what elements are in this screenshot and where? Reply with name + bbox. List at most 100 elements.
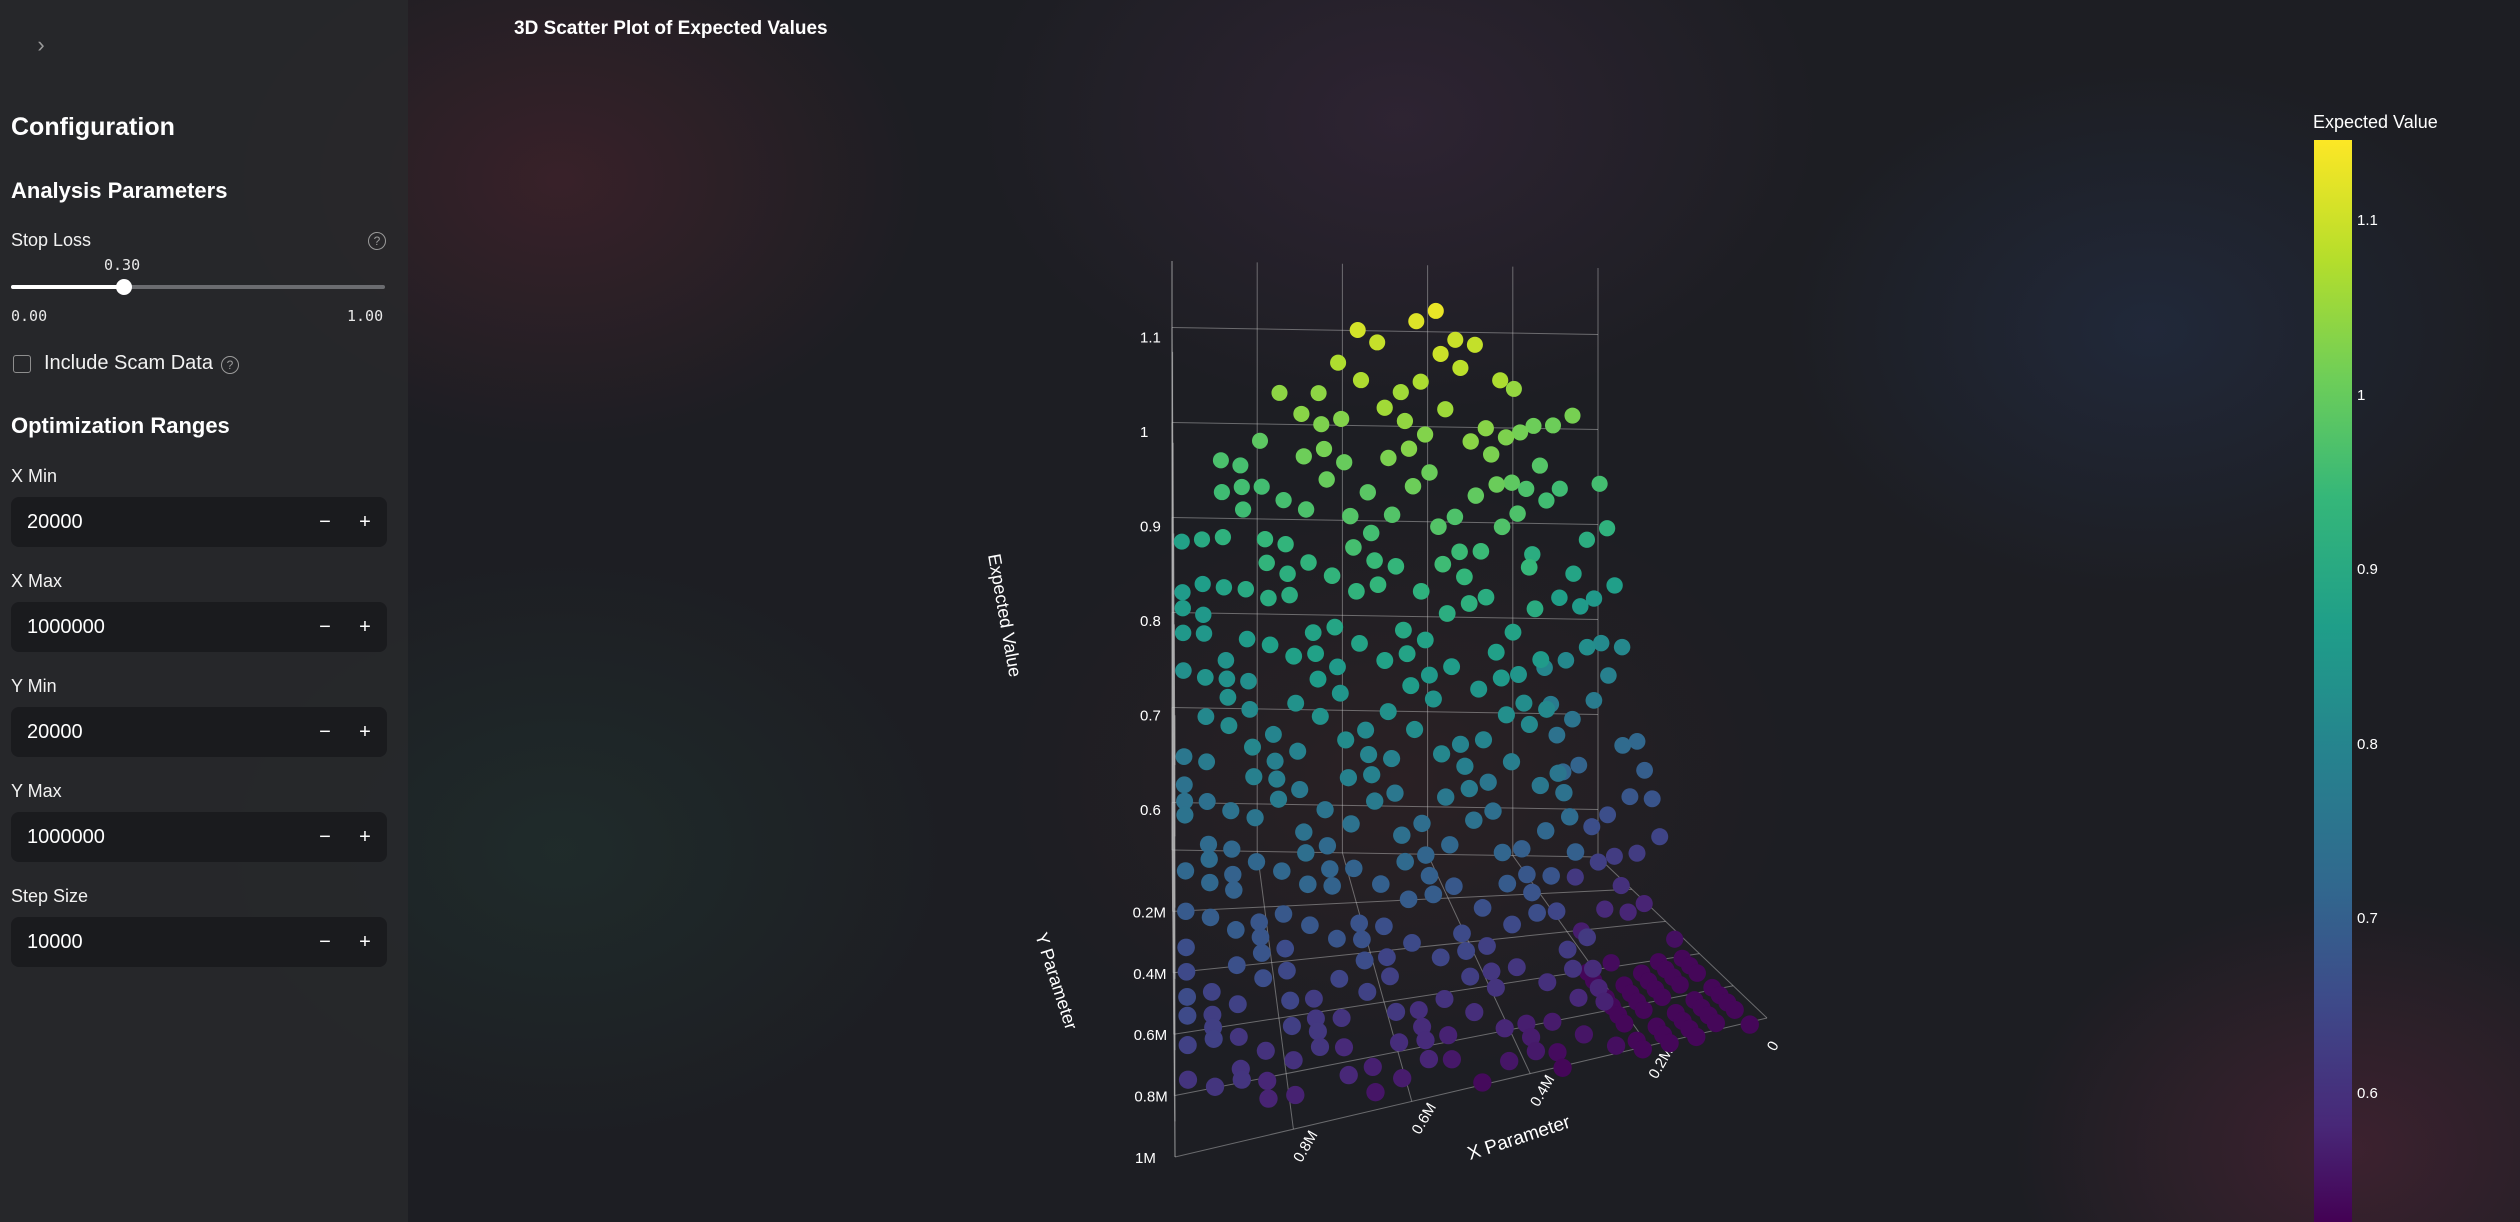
scatter-point[interactable] — [1376, 399, 1393, 416]
y-min-value[interactable]: 20000 — [27, 721, 83, 743]
scatter-point[interactable] — [1279, 565, 1296, 583]
scatter-point[interactable] — [1479, 773, 1497, 791]
scatter-point[interactable] — [1358, 982, 1377, 1001]
scatter-point[interactable] — [1612, 877, 1630, 895]
scatter-point[interactable] — [1271, 384, 1288, 401]
x-max-value[interactable]: 1000000 — [27, 616, 105, 638]
scatter-point[interactable] — [1589, 978, 1608, 998]
decrement-button[interactable]: − — [319, 616, 331, 638]
scatter-point[interactable] — [1493, 518, 1511, 536]
scatter-point[interactable] — [1399, 890, 1418, 909]
scatter-point[interactable] — [1245, 768, 1263, 786]
scatter-point[interactable] — [1386, 784, 1404, 802]
scatter-point[interactable] — [1465, 811, 1483, 829]
scatter-point[interactable] — [1258, 1071, 1277, 1091]
scatter-point[interactable] — [1512, 424, 1529, 441]
scatter-point[interactable] — [1299, 875, 1317, 894]
scatter-point[interactable] — [1591, 475, 1608, 492]
scatter-point[interactable] — [1174, 584, 1191, 601]
scatter-point[interactable] — [1328, 929, 1346, 948]
scatter-point[interactable] — [1393, 826, 1411, 844]
scatter-point[interactable] — [1234, 501, 1252, 518]
scatter-point[interactable] — [1199, 835, 1218, 854]
scatter-point[interactable] — [1477, 420, 1494, 437]
scatter-point[interactable] — [1311, 707, 1329, 725]
chevron-right-icon[interactable]: › — [37, 32, 45, 57]
scatter-point[interactable] — [1369, 576, 1387, 594]
scatter-point[interactable] — [1497, 706, 1515, 724]
scatter-point[interactable] — [1286, 1085, 1305, 1105]
scatter-point[interactable] — [1632, 964, 1651, 982]
scatter-point[interactable] — [1664, 968, 1682, 986]
scatter-point[interactable] — [1205, 1077, 1225, 1096]
scatter-point[interactable] — [1673, 949, 1691, 968]
scatter-point[interactable] — [1349, 321, 1366, 339]
scatter-point[interactable] — [1333, 410, 1350, 427]
scatter-point[interactable] — [1470, 680, 1488, 698]
scatter-point[interactable] — [1178, 987, 1197, 1006]
scatter-point[interactable] — [1572, 922, 1591, 940]
scatter-point[interactable] — [1269, 790, 1288, 808]
scatter-point[interactable] — [1306, 1009, 1325, 1028]
scatter-point[interactable] — [1578, 638, 1596, 656]
scatter-point[interactable] — [1403, 934, 1421, 952]
scatter-point[interactable] — [1193, 531, 1211, 548]
scatter-point[interactable] — [1315, 440, 1333, 458]
scatter-point[interactable] — [1225, 881, 1243, 899]
scatter-point[interactable] — [1437, 401, 1454, 418]
scatter-point[interactable] — [1583, 959, 1602, 978]
scatter-point[interactable] — [1176, 792, 1194, 810]
decrement-button[interactable]: − — [319, 511, 331, 533]
scatter-point[interactable] — [1473, 1073, 1492, 1092]
help-icon[interactable]: ? — [221, 356, 239, 374]
stop-loss-slider[interactable] — [11, 279, 385, 295]
scatter-point[interactable] — [1639, 972, 1658, 990]
scatter-point[interactable] — [1178, 1070, 1198, 1089]
scatter-point[interactable] — [1482, 962, 1501, 981]
scatter-point[interactable] — [1326, 618, 1344, 636]
scatter-point[interactable] — [1553, 1058, 1572, 1077]
scatter-point[interactable] — [1488, 476, 1505, 493]
scatter-point[interactable] — [1636, 761, 1654, 779]
scatter-point[interactable] — [1456, 757, 1474, 775]
scatter-point[interactable] — [1251, 432, 1269, 449]
scatter-point[interactable] — [1355, 951, 1374, 970]
scatter-point[interactable] — [1304, 624, 1322, 641]
scatter-point[interactable] — [1238, 630, 1256, 648]
scatter-point[interactable] — [1554, 763, 1572, 781]
scatter-point[interactable] — [1362, 524, 1380, 542]
scatter-point[interactable] — [1602, 954, 1620, 972]
scatter-point[interactable] — [1660, 1033, 1679, 1053]
scatter-point[interactable] — [1420, 666, 1438, 684]
scatter-point[interactable] — [1243, 738, 1262, 756]
scatter-point[interactable] — [1363, 1057, 1382, 1077]
scatter-point[interactable] — [1699, 1006, 1718, 1025]
scatter-point[interactable] — [1525, 417, 1542, 434]
scatter-point[interactable] — [1515, 694, 1533, 712]
scatter-point[interactable] — [1203, 1005, 1222, 1024]
scatter-point[interactable] — [1381, 967, 1399, 986]
scatter-point[interactable] — [1526, 1041, 1546, 1061]
scatter-point[interactable] — [1215, 579, 1233, 596]
decrement-button[interactable]: − — [319, 931, 331, 953]
scatter-point[interactable] — [1350, 914, 1369, 933]
scatter-point[interactable] — [1416, 631, 1434, 649]
scatter-point[interactable] — [1281, 586, 1298, 604]
scatter-point[interactable] — [1254, 969, 1273, 988]
scatter-point[interactable] — [1175, 748, 1193, 766]
scatter-point[interactable] — [1363, 766, 1381, 784]
scatter-point[interactable] — [1503, 915, 1521, 934]
increment-button[interactable]: + — [359, 826, 371, 848]
scatter-point[interactable] — [1688, 964, 1706, 982]
scatter-point[interactable] — [1521, 1028, 1541, 1047]
scatter-point[interactable] — [1250, 913, 1268, 931]
scatter-point[interactable] — [1451, 543, 1468, 561]
scatter-point[interactable] — [1566, 843, 1585, 861]
scatter-point[interactable] — [1332, 1008, 1351, 1028]
y-min-input[interactable]: 20000 − + — [11, 707, 387, 757]
scatter-point[interactable] — [1673, 1011, 1692, 1031]
scatter-point[interactable] — [1297, 844, 1315, 862]
scatter-point[interactable] — [1202, 983, 1221, 1001]
scatter-point[interactable] — [1301, 916, 1319, 935]
scatter-point[interactable] — [1260, 589, 1277, 607]
